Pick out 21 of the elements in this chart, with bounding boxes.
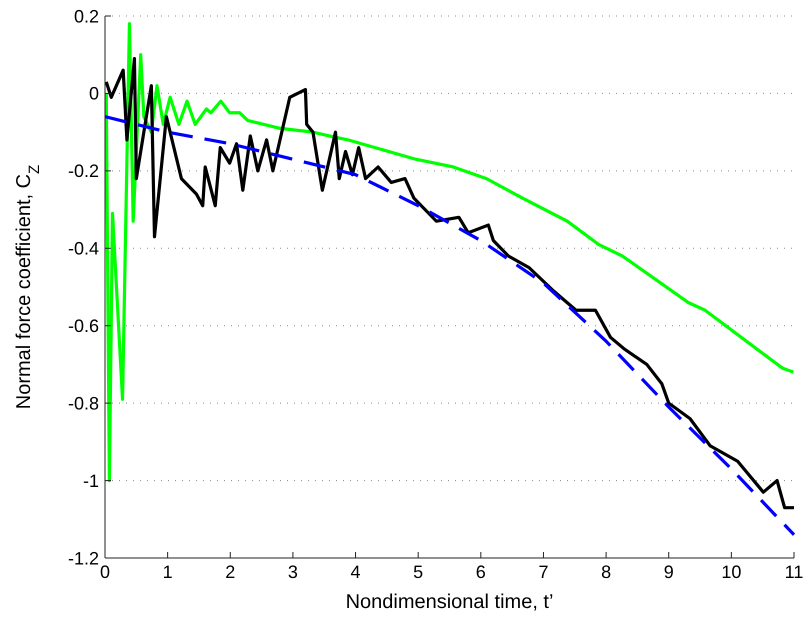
y-tick-label: -0.8: [68, 393, 99, 414]
x-tick-label: 1: [162, 562, 173, 582]
y-tick-label: -0.6: [68, 316, 99, 336]
line-series: [105, 115, 796, 536]
x-tick-label: 10: [721, 562, 742, 582]
x-tick-label: 2: [225, 562, 236, 582]
y-tick-label: -1: [82, 470, 99, 491]
x-tick-label: 3: [288, 562, 298, 582]
x-tick-label: 9: [664, 562, 674, 582]
y-tick-label: 0: [88, 84, 99, 104]
x-axis-title: Nondimensional time, t’: [346, 591, 554, 613]
x-tick-label: 7: [538, 562, 548, 582]
x-tick-label: 6: [476, 562, 486, 582]
y-tick-label: 0.2: [74, 6, 99, 26]
y-tick-label: -0.4: [68, 238, 99, 259]
x-tick-label: 5: [413, 562, 424, 582]
y-tick-label: -0.2: [68, 161, 99, 182]
x-tick-label: 8: [601, 562, 612, 582]
y-tick-label: -1.2: [68, 548, 99, 568]
x-tick-label: 11: [784, 562, 804, 582]
x-tick-label: 4: [350, 562, 361, 582]
